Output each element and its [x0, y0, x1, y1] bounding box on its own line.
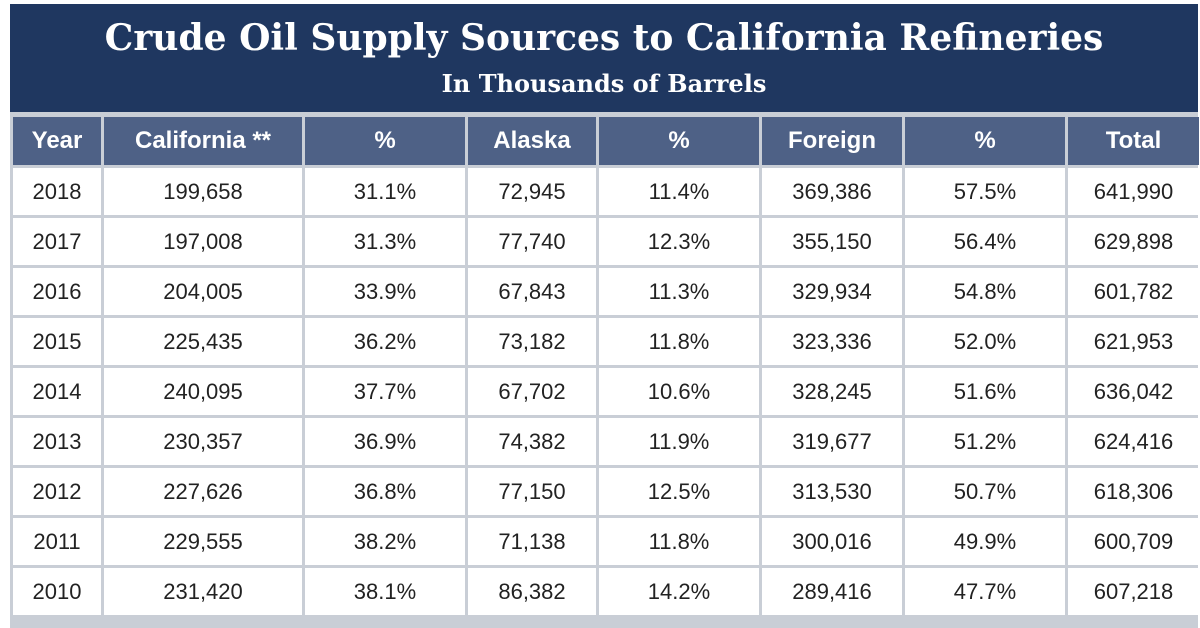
table-cell: 600,709 [1068, 518, 1199, 565]
table-cell: 31.3% [305, 218, 465, 265]
table-cell: 54.8% [905, 268, 1065, 315]
table-cell: 38.2% [305, 518, 465, 565]
table-cell: 300,016 [762, 518, 902, 565]
table-row: 2017 197,008 31.3% 77,740 12.3% 355,150 56.4% 6… [13, 218, 1199, 265]
table-cell: 2013 [13, 418, 101, 465]
table-cell: 71,138 [468, 518, 596, 565]
table-row: 2014 240,095 37.7% 67,702 10.6% 328,245 51.6% 6… [13, 368, 1199, 415]
table-cell: 601,782 [1068, 268, 1199, 315]
header-row: Year California **% Alaska% Foreign% Total [13, 117, 1199, 165]
table-cell: 67,702 [468, 368, 596, 415]
table-cell: 50.7% [905, 468, 1065, 515]
table-cell: 52.0% [905, 318, 1065, 365]
table-body: 2018 199,658 31.1% 72,945 11.4% 369,386 57.5% 6… [13, 168, 1199, 615]
table-cell: 2018 [13, 168, 101, 215]
table-cell: 2015 [13, 318, 101, 365]
table-subtitle: In Thousands of Barrels [441, 69, 767, 98]
table-cell: 229,555 [104, 518, 302, 565]
table-cell: 197,008 [104, 218, 302, 265]
column-header: Alaska [468, 117, 596, 165]
table-cell: 36.8% [305, 468, 465, 515]
table-frame: Crude Oil Supply Sources to California R… [10, 4, 1200, 628]
column-header: Foreign [762, 117, 902, 165]
title-banner: Crude Oil Supply Sources to California R… [10, 4, 1198, 112]
table-cell: 36.9% [305, 418, 465, 465]
table-cell: 67,843 [468, 268, 596, 315]
table-row: 2016 204,005 33.9% 67,843 11.3% 329,934 54.8% 6… [13, 268, 1199, 315]
table-cell: 11.9% [599, 418, 759, 465]
table-cell: 11.3% [599, 268, 759, 315]
table-cell: 2014 [13, 368, 101, 415]
table-cell: 2012 [13, 468, 101, 515]
column-header: Total [1068, 117, 1199, 165]
table-row: 2018 199,658 31.1% 72,945 11.4% 369,386 57.5% 6… [13, 168, 1199, 215]
table-cell: 199,658 [104, 168, 302, 215]
table-cell: 37.7% [305, 368, 465, 415]
table-cell: 231,420 [104, 568, 302, 615]
table-row: 2011 229,555 38.2% 71,138 11.8% 300,016 49.9% 6… [13, 518, 1199, 565]
column-header: Year [13, 117, 101, 165]
table-cell: 289,416 [762, 568, 902, 615]
table-cell: 57.5% [905, 168, 1065, 215]
table-cell: 49.9% [905, 518, 1065, 565]
table-cell: 621,953 [1068, 318, 1199, 365]
column-header: % [599, 117, 759, 165]
table-cell: 2010 [13, 568, 101, 615]
table-cell: 72,945 [468, 168, 596, 215]
table-cell: 33.9% [305, 268, 465, 315]
table-row: 2012 227,626 36.8% 77,150 12.5% 313,530 50.7% 6… [13, 468, 1199, 515]
table-cell: 629,898 [1068, 218, 1199, 265]
table-cell: 618,306 [1068, 468, 1199, 515]
table-cell: 641,990 [1068, 168, 1199, 215]
column-header: California ** [104, 117, 302, 165]
table-cell: 77,150 [468, 468, 596, 515]
table-cell: 624,416 [1068, 418, 1199, 465]
table-cell: 10.6% [599, 368, 759, 415]
table-cell: 636,042 [1068, 368, 1199, 415]
table-cell: 240,095 [104, 368, 302, 415]
table-cell: 12.5% [599, 468, 759, 515]
table-cell: 2016 [13, 268, 101, 315]
table-cell: 607,218 [1068, 568, 1199, 615]
table-cell: 73,182 [468, 318, 596, 365]
table-cell: 369,386 [762, 168, 902, 215]
table-cell: 2017 [13, 218, 101, 265]
table-cell: 86,382 [468, 568, 596, 615]
table-cell: 51.2% [905, 418, 1065, 465]
table-cell: 51.6% [905, 368, 1065, 415]
table-cell: 77,740 [468, 218, 596, 265]
table-title: Crude Oil Supply Sources to California R… [104, 17, 1104, 59]
table-cell: 2011 [13, 518, 101, 565]
column-header: % [905, 117, 1065, 165]
table-cell: 31.1% [305, 168, 465, 215]
table-cell: 323,336 [762, 318, 902, 365]
table-cell: 11.8% [599, 318, 759, 365]
table-cell: 230,357 [104, 418, 302, 465]
table-row: 2015 225,435 36.2% 73,182 11.8% 323,336 52.0% 6… [13, 318, 1199, 365]
table-row: 2010 231,420 38.1% 86,382 14.2% 289,416 47.7% 6… [13, 568, 1199, 615]
column-header: % [305, 117, 465, 165]
table-cell: 12.3% [599, 218, 759, 265]
table-cell: 204,005 [104, 268, 302, 315]
table-row: 2013 230,357 36.9% 74,382 11.9% 319,677 51.2% 6… [13, 418, 1199, 465]
table-cell: 355,150 [762, 218, 902, 265]
table-cell: 313,530 [762, 468, 902, 515]
table-cell: 329,934 [762, 268, 902, 315]
table-cell: 74,382 [468, 418, 596, 465]
table-cell: 14.2% [599, 568, 759, 615]
table-cell: 319,677 [762, 418, 902, 465]
table-cell: 47.7% [905, 568, 1065, 615]
table-cell: 227,626 [104, 468, 302, 515]
table-cell: 225,435 [104, 318, 302, 365]
table-cell: 11.8% [599, 518, 759, 565]
table-cell: 36.2% [305, 318, 465, 365]
supply-table: Year California **% Alaska% Foreign% Total 2… [10, 114, 1200, 618]
table-cell: 56.4% [905, 218, 1065, 265]
table-cell: 38.1% [305, 568, 465, 615]
table-cell: 328,245 [762, 368, 902, 415]
table-cell: 11.4% [599, 168, 759, 215]
